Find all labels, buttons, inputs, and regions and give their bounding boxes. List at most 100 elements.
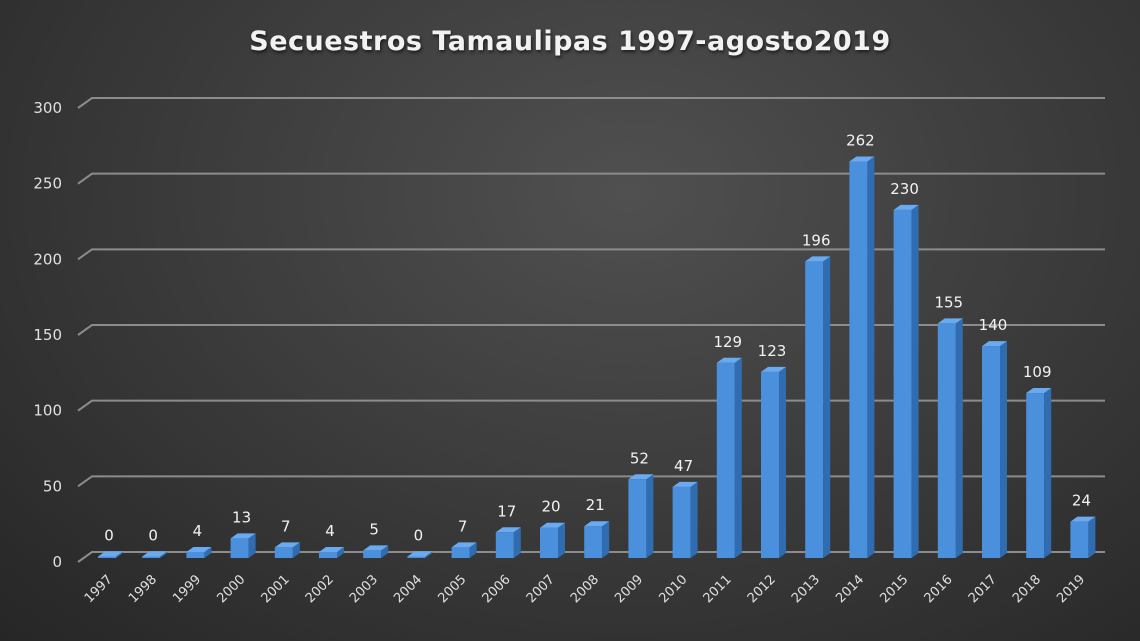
bar-top bbox=[186, 546, 212, 552]
x-tick-label: 2000 bbox=[214, 572, 248, 606]
x-tick-label: 2014 bbox=[833, 572, 867, 606]
x-tick-label: 2003 bbox=[347, 572, 381, 606]
bar-top bbox=[628, 474, 654, 480]
data-label: 129 bbox=[713, 333, 742, 351]
x-tick-label: 2005 bbox=[435, 572, 469, 606]
bar bbox=[142, 556, 161, 558]
gridline bbox=[77, 172, 1105, 185]
bar-top bbox=[805, 256, 831, 262]
bar-top bbox=[1026, 388, 1052, 394]
bar-side bbox=[955, 318, 963, 558]
bar-side bbox=[248, 533, 256, 558]
bar bbox=[186, 551, 205, 558]
data-label: 109 bbox=[1023, 363, 1052, 381]
bar-top bbox=[849, 156, 875, 162]
gridlines bbox=[77, 97, 1105, 563]
bar-top bbox=[274, 542, 300, 548]
bar bbox=[982, 346, 1000, 558]
bar bbox=[805, 261, 824, 558]
data-label: 123 bbox=[758, 342, 787, 360]
bar bbox=[584, 526, 603, 558]
bar-top bbox=[716, 357, 742, 363]
x-tick-label: 1999 bbox=[170, 572, 204, 606]
bar-top bbox=[407, 551, 433, 557]
data-label: 52 bbox=[630, 449, 649, 467]
x-tick-label: 1998 bbox=[126, 572, 160, 606]
bar-side bbox=[1088, 516, 1096, 558]
gridline bbox=[77, 97, 1105, 109]
y-tick-label: 200 bbox=[33, 250, 62, 268]
x-tick-label: 2018 bbox=[1010, 572, 1044, 606]
bars bbox=[98, 156, 1096, 559]
bar bbox=[98, 556, 116, 558]
x-tick-label: 2011 bbox=[701, 572, 735, 606]
data-label: 4 bbox=[193, 522, 203, 540]
data-label: 17 bbox=[497, 502, 516, 520]
x-tick-label: 1997 bbox=[82, 572, 116, 606]
bar-top bbox=[319, 546, 344, 552]
data-label: 47 bbox=[674, 457, 693, 475]
bar-side bbox=[1044, 388, 1052, 558]
x-tick-label: 2012 bbox=[745, 572, 779, 606]
x-tick-label: 2008 bbox=[568, 572, 602, 606]
bar-top bbox=[584, 521, 610, 527]
bar-top bbox=[142, 551, 168, 557]
data-label: 24 bbox=[1072, 492, 1091, 510]
x-tick-label: 2006 bbox=[480, 572, 514, 606]
bar bbox=[407, 556, 426, 558]
bar-side bbox=[690, 481, 698, 558]
bar-top bbox=[230, 533, 256, 539]
x-tick-label: 2010 bbox=[656, 572, 690, 606]
x-tick-label: 2002 bbox=[303, 572, 337, 606]
bar bbox=[1026, 393, 1045, 558]
gridline bbox=[77, 248, 1105, 261]
bar-top bbox=[495, 527, 521, 533]
data-label: 20 bbox=[541, 498, 560, 516]
data-label: 196 bbox=[802, 231, 831, 249]
bar bbox=[319, 551, 337, 558]
data-label: 230 bbox=[890, 180, 919, 198]
bar-top bbox=[672, 481, 698, 487]
bar-side bbox=[867, 156, 875, 559]
x-axis: 1997 1998 1999 2000 2001 2002 2003 2004 2005 2006… bbox=[82, 572, 1088, 606]
bar bbox=[761, 371, 779, 558]
bar-top bbox=[761, 366, 786, 372]
data-label: 0 bbox=[414, 527, 424, 545]
bar-top bbox=[540, 522, 565, 528]
chart-title: Secuestros Tamaulipas 1997-agosto2019 bbox=[249, 26, 891, 57]
y-tick-label: 100 bbox=[33, 402, 62, 420]
data-label: 155 bbox=[934, 293, 963, 311]
bar bbox=[451, 547, 470, 558]
bar bbox=[363, 550, 382, 558]
bar-side bbox=[1000, 341, 1007, 558]
data-labels: 0 0 4 13 7 4 5 0 7 17 20 21 52 47 129 123 196 262 230 155 14… bbox=[104, 132, 1091, 545]
y-tick-label: 300 bbox=[33, 99, 62, 117]
bar bbox=[230, 538, 249, 558]
data-label: 13 bbox=[232, 508, 251, 526]
y-tick-label: 250 bbox=[33, 175, 62, 193]
bar bbox=[893, 209, 912, 558]
data-label: 7 bbox=[281, 517, 291, 535]
bar-side bbox=[602, 521, 610, 558]
bar-top bbox=[982, 341, 1007, 347]
x-tick-label: 2013 bbox=[789, 572, 823, 606]
y-tick-label: 0 bbox=[52, 553, 62, 571]
bar-side bbox=[381, 545, 389, 558]
bar-top bbox=[1070, 516, 1096, 522]
bar bbox=[274, 547, 293, 558]
bar-side bbox=[204, 546, 212, 558]
bar bbox=[628, 479, 647, 558]
x-tick-label: 2007 bbox=[524, 572, 558, 606]
data-label: 262 bbox=[846, 132, 875, 150]
data-label: 5 bbox=[369, 520, 379, 538]
bar-top bbox=[451, 542, 477, 548]
gridline bbox=[77, 324, 1105, 336]
bar-side bbox=[160, 551, 168, 558]
bar-side bbox=[558, 522, 565, 558]
bar-side bbox=[646, 474, 654, 558]
y-tick-label: 50 bbox=[43, 477, 62, 495]
bar-top bbox=[893, 204, 919, 210]
data-label: 21 bbox=[586, 496, 605, 514]
bar bbox=[540, 527, 558, 558]
